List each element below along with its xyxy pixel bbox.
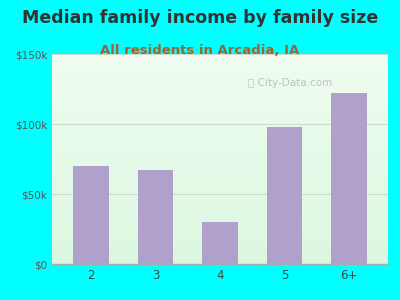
Text: All residents in Arcadia, IA: All residents in Arcadia, IA [100,44,300,56]
Bar [138,170,173,264]
Bar [73,166,108,264]
Bar [267,127,302,264]
Bar [332,93,367,264]
Text: ⓘ City-Data.com: ⓘ City-Data.com [248,78,333,88]
Text: Median family income by family size: Median family income by family size [22,9,378,27]
Bar [202,222,238,264]
